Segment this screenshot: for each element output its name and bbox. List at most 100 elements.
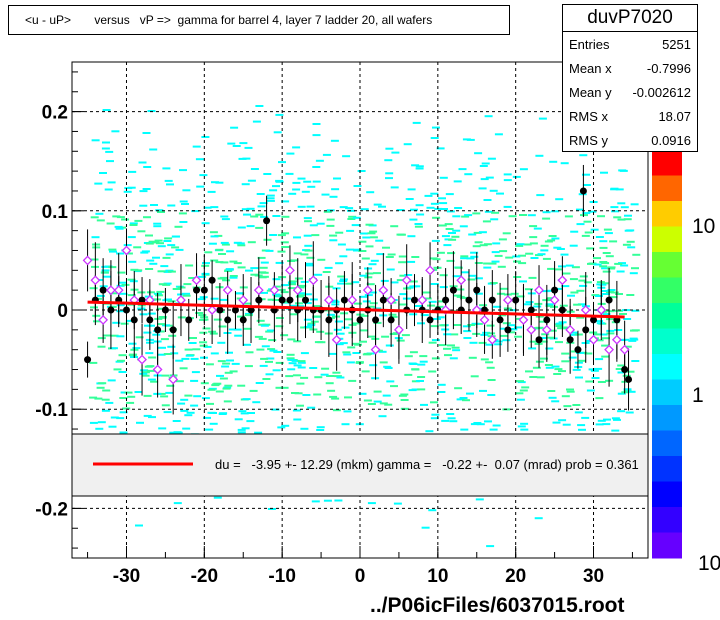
density-cell xyxy=(624,214,632,217)
density-cell xyxy=(210,206,219,209)
density-cell xyxy=(235,292,244,295)
density-cell xyxy=(241,208,250,211)
density-cell xyxy=(303,318,312,321)
density-cell xyxy=(577,303,586,306)
density-cell xyxy=(475,498,484,501)
density-cell xyxy=(359,232,368,235)
density-cell xyxy=(183,283,192,286)
density-cell xyxy=(307,322,316,325)
profile-point xyxy=(504,326,512,334)
density-cell xyxy=(286,357,295,360)
density-cell xyxy=(515,392,524,395)
density-cell xyxy=(365,245,374,248)
color-scale-segment xyxy=(652,303,682,329)
color-scale-segment xyxy=(652,175,682,202)
density-cell xyxy=(409,313,418,316)
density-cell xyxy=(384,159,393,162)
density-cell xyxy=(144,324,152,327)
density-cell xyxy=(297,366,306,369)
density-cell xyxy=(316,429,325,431)
density-cell xyxy=(621,338,630,341)
density-cell xyxy=(525,252,534,255)
density-cell xyxy=(213,496,222,499)
density-cell xyxy=(266,329,275,332)
density-cell xyxy=(623,218,632,221)
density-cell xyxy=(446,210,455,213)
density-cell xyxy=(244,146,253,149)
density-cell xyxy=(478,187,487,190)
density-cell xyxy=(101,398,110,401)
density-cell xyxy=(249,389,258,392)
profile-point xyxy=(579,187,587,195)
density-cell xyxy=(258,337,267,340)
density-cell xyxy=(266,357,275,360)
density-cell xyxy=(610,188,619,191)
density-cell xyxy=(614,309,623,312)
density-cell xyxy=(351,281,360,284)
density-cell xyxy=(411,164,420,167)
density-cell xyxy=(210,235,219,238)
density-cell xyxy=(572,368,581,371)
density-cell xyxy=(102,389,111,392)
density-cell xyxy=(317,341,326,344)
open-point xyxy=(105,285,116,296)
density-cell xyxy=(570,230,579,233)
density-cell xyxy=(620,206,629,209)
density-cell xyxy=(409,218,418,221)
density-cell xyxy=(542,211,551,214)
density-cell xyxy=(365,272,374,275)
density-cell xyxy=(89,287,98,290)
density-cell xyxy=(576,316,585,319)
open-point xyxy=(479,315,490,325)
density-cell xyxy=(570,333,579,336)
density-cell xyxy=(221,218,230,221)
density-cell xyxy=(341,326,350,329)
density-cell xyxy=(307,406,316,409)
density-cell xyxy=(177,402,186,405)
density-cell xyxy=(527,214,536,217)
density-cell xyxy=(484,115,493,118)
density-cell xyxy=(437,300,446,303)
density-cell xyxy=(369,236,378,239)
profile-point xyxy=(465,296,473,304)
density-cell xyxy=(489,428,498,431)
density-cell xyxy=(359,295,368,298)
density-cell xyxy=(367,502,376,505)
density-cell xyxy=(524,288,533,291)
density-cell xyxy=(256,348,265,351)
x-tick-label: -20 xyxy=(191,566,218,587)
density-cell xyxy=(306,205,315,208)
profile-point xyxy=(426,316,434,324)
density-cell xyxy=(357,170,366,172)
density-cell xyxy=(287,358,296,361)
profile-point xyxy=(558,306,566,314)
density-cell xyxy=(590,228,599,231)
density-cell xyxy=(246,225,255,228)
density-cell xyxy=(314,376,323,379)
density-cell xyxy=(272,185,280,188)
density-cell xyxy=(297,292,306,295)
density-cell xyxy=(447,344,455,347)
density-cell xyxy=(464,173,473,176)
density-cell xyxy=(499,327,508,330)
density-cell xyxy=(244,312,253,315)
profile-point xyxy=(122,306,130,314)
density-cell xyxy=(422,291,431,294)
density-cell xyxy=(255,226,264,229)
color-scale-segment xyxy=(652,252,682,278)
density-cell xyxy=(335,343,344,346)
stat-mean-x: Mean x -0.7996 xyxy=(563,56,697,80)
profile-point xyxy=(161,306,169,314)
density-cell xyxy=(492,424,501,427)
density-cell xyxy=(438,344,447,347)
density-cell xyxy=(233,328,242,331)
density-cell xyxy=(430,137,439,139)
density-cell xyxy=(260,324,269,327)
density-cell xyxy=(545,366,554,369)
density-cell xyxy=(221,365,230,368)
density-cell xyxy=(579,275,588,278)
density-cell xyxy=(162,324,170,327)
density-cell xyxy=(594,367,603,370)
density-cell xyxy=(275,361,284,364)
density-cell xyxy=(137,308,146,311)
